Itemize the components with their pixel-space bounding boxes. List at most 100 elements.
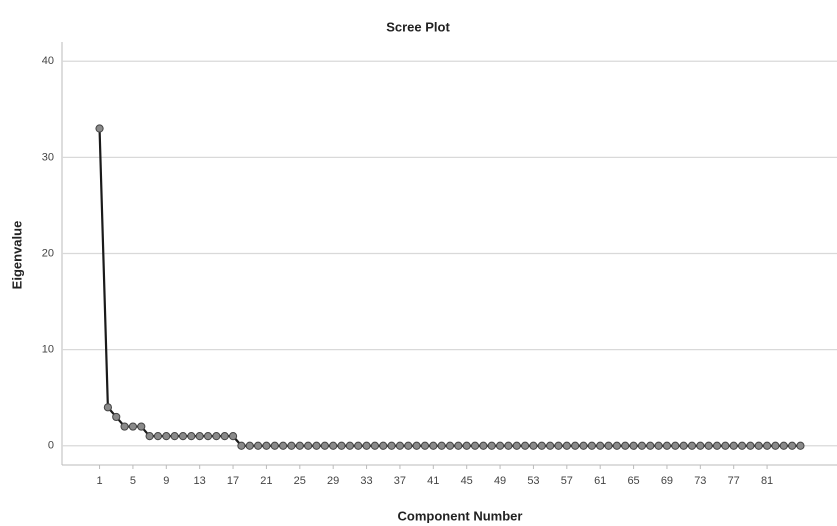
point: [296, 442, 303, 449]
x-tick-label: 5: [130, 475, 136, 487]
point: [330, 442, 337, 449]
x-tick-label: 69: [661, 475, 673, 487]
point: [780, 442, 787, 449]
point: [488, 442, 495, 449]
y-tick-label: 20: [42, 247, 54, 259]
point: [572, 442, 579, 449]
chart-title: Scree Plot: [386, 19, 450, 34]
point: [363, 442, 370, 449]
point: [638, 442, 645, 449]
point: [246, 442, 253, 449]
point: [213, 433, 220, 440]
y-tick-label: 40: [42, 55, 54, 67]
point: [263, 442, 270, 449]
point: [747, 442, 754, 449]
point: [179, 433, 186, 440]
x-tick-label: 77: [728, 475, 740, 487]
x-tick-label: 45: [461, 475, 473, 487]
x-tick-label: 17: [227, 475, 239, 487]
point: [471, 442, 478, 449]
point: [371, 442, 378, 449]
chart: Scree Plot Component Number Eigenvalue 0…: [0, 0, 837, 526]
point: [622, 442, 629, 449]
x-tick-label: 73: [694, 475, 706, 487]
point: [663, 442, 670, 449]
point: [438, 442, 445, 449]
point: [238, 442, 245, 449]
point: [521, 442, 528, 449]
point: [605, 442, 612, 449]
point: [555, 442, 562, 449]
point: [755, 442, 762, 449]
point: [580, 442, 587, 449]
point: [738, 442, 745, 449]
point: [188, 433, 195, 440]
series-line: [100, 129, 801, 446]
x-tick-label: 65: [627, 475, 639, 487]
point: [630, 442, 637, 449]
x-tick-label: 25: [294, 475, 306, 487]
point: [563, 442, 570, 449]
point: [388, 442, 395, 449]
point: [421, 442, 428, 449]
point: [697, 442, 704, 449]
x-tick-label: 1: [96, 475, 102, 487]
x-tick-label: 21: [260, 475, 272, 487]
x-tick-label: 41: [427, 475, 439, 487]
x-tick-label: 29: [327, 475, 339, 487]
point: [396, 442, 403, 449]
point: [672, 442, 679, 449]
point: [513, 442, 520, 449]
point: [380, 442, 387, 449]
point: [104, 404, 111, 411]
point: [171, 433, 178, 440]
point: [338, 442, 345, 449]
y-tick-label: 30: [42, 151, 54, 163]
x-tick-label: 53: [527, 475, 539, 487]
y-tick-label: 0: [48, 440, 54, 452]
y-tick-label: 10: [42, 344, 54, 356]
point: [154, 433, 161, 440]
y-axis-label: Eigenvalue: [9, 221, 24, 290]
point: [430, 442, 437, 449]
x-tick-label: 37: [394, 475, 406, 487]
point: [196, 433, 203, 440]
x-axis-label: Component Number: [398, 508, 523, 523]
point: [113, 413, 120, 420]
point: [655, 442, 662, 449]
point: [221, 433, 228, 440]
point: [505, 442, 512, 449]
point: [789, 442, 796, 449]
point: [680, 442, 687, 449]
x-tick-label: 57: [561, 475, 573, 487]
point: [280, 442, 287, 449]
point: [288, 442, 295, 449]
point: [413, 442, 420, 449]
point: [763, 442, 770, 449]
point: [96, 125, 103, 132]
point: [254, 442, 261, 449]
point: [321, 442, 328, 449]
x-tick-label: 9: [163, 475, 169, 487]
point: [588, 442, 595, 449]
x-tick-label: 49: [494, 475, 506, 487]
point: [705, 442, 712, 449]
point: [313, 442, 320, 449]
point: [713, 442, 720, 449]
point: [597, 442, 604, 449]
point: [305, 442, 312, 449]
x-tick-label: 33: [360, 475, 372, 487]
point: [722, 442, 729, 449]
point: [463, 442, 470, 449]
point: [647, 442, 654, 449]
point: [121, 423, 128, 430]
point: [455, 442, 462, 449]
point: [271, 442, 278, 449]
point: [547, 442, 554, 449]
point: [730, 442, 737, 449]
point: [138, 423, 145, 430]
point: [613, 442, 620, 449]
point: [163, 433, 170, 440]
point: [204, 433, 211, 440]
x-tick-label: 81: [761, 475, 773, 487]
